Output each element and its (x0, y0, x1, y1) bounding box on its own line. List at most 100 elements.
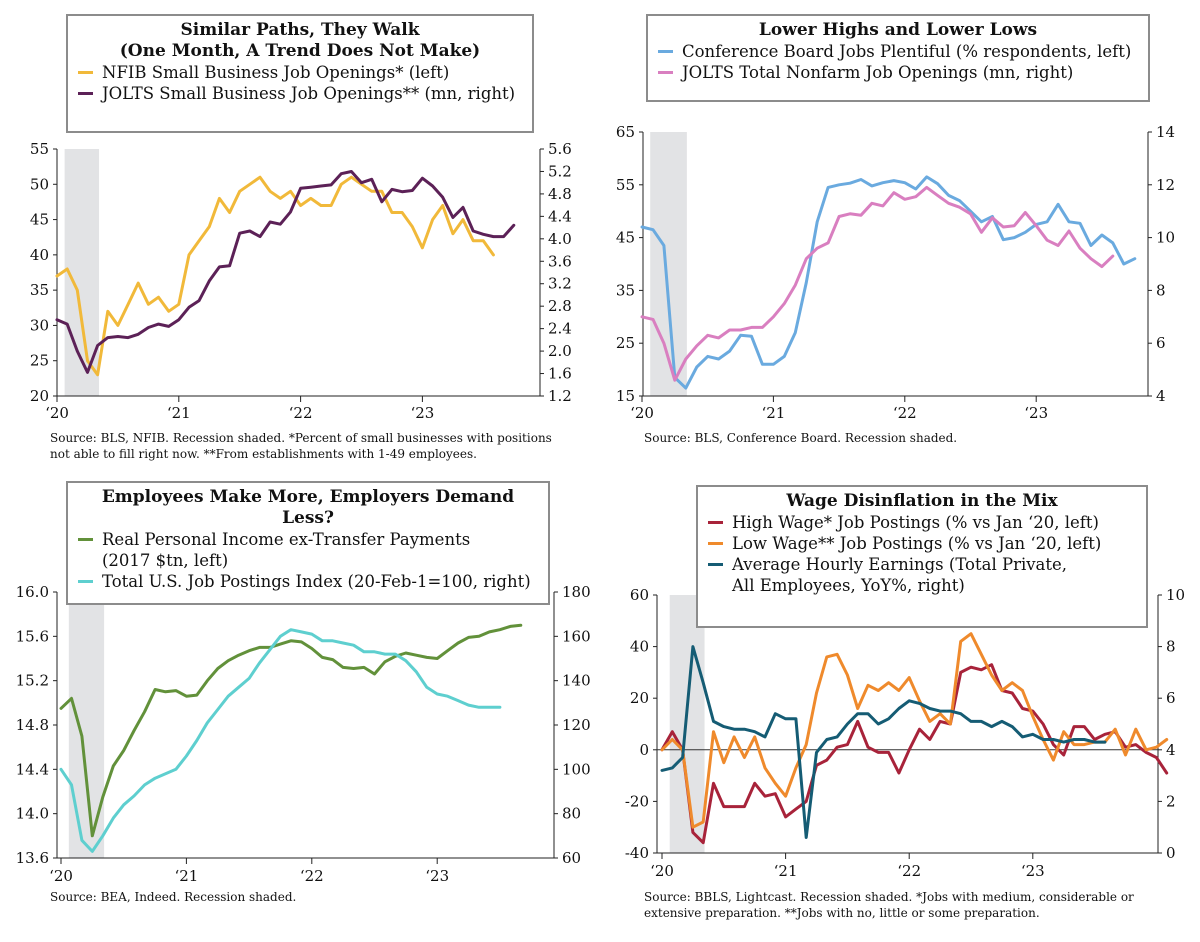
chart-panel-wage-disinflation: 60 40 20 0 -20 -40 10 8 6 4 2 0 ‘20 ‘21 ‘22 ‘23 Wage Di… (600, 471, 1200, 942)
x-tick-label: ‘23 (425, 867, 449, 885)
left-tick-label: 20 (30, 387, 49, 405)
x-tick-label: ‘20 (45, 404, 69, 422)
left-tick-label: 13.6 (16, 849, 49, 867)
series-line-3 (660, 645, 1107, 839)
left-tick-label: 60 (630, 586, 649, 604)
legend-item-high-wage: High Wage* Job Postings (% vs Jan ‘20, l… (708, 512, 1136, 533)
left-tick-label: 50 (30, 175, 49, 193)
legend-swatch-job-postings-index (78, 580, 93, 583)
legend-box-p4: Wage Disinflation in the Mix High Wage* … (696, 485, 1148, 628)
right-tick-label: 8 (1166, 638, 1176, 656)
right-tick-label: 2.4 (548, 320, 572, 338)
legend-box-p2: Lower Highs and Lower Lows Conference Bo… (646, 14, 1150, 102)
source-note-p1: Source: BLS, NFIB. Recession shaded. *Pe… (50, 431, 552, 461)
legend-label-hourly-earnings: Average Hourly Earnings (Total Private, … (732, 555, 1068, 595)
chart-svg-p2: 65 55 45 35 25 15 14 12 10 8 6 4 ‘20 ‘21 ‘22 ‘23 (616, 123, 1175, 422)
left-tick-label: 15 (616, 387, 635, 405)
left-tick-label: 35 (30, 281, 49, 299)
left-tick-label: 14.8 (16, 716, 49, 734)
series-line-1 (59, 623, 523, 838)
x-tick-label: ‘23 (410, 404, 434, 422)
left-tick-label: 40 (30, 246, 49, 264)
right-tick-label: 100 (562, 760, 591, 778)
left-tick-label: 14.4 (16, 760, 49, 778)
series-line-2 (55, 170, 516, 374)
series-line-1 (660, 663, 1169, 845)
right-tick-label: 4 (1156, 387, 1166, 405)
right-tick-label: 140 (562, 672, 591, 690)
legend-item-job-postings-index: Total U.S. Job Postings Index (20-Feb-1=… (78, 571, 538, 592)
x-tick-label: ‘22 (897, 862, 921, 880)
series-line-2 (59, 628, 502, 853)
x-tick-label: ‘21 (167, 404, 191, 422)
right-tick-label: 1.6 (548, 365, 572, 383)
recession-shading (650, 132, 687, 396)
legend-item-conference-board: Conference Board Jobs Plentiful (% respo… (658, 41, 1138, 62)
chart-svg-p1: 55 50 45 40 35 30 25 20 5.6 5.2 4.8 4.4 4.0 3.6 3.2 2.8… (30, 140, 572, 422)
left-tick-label: 14.0 (16, 805, 49, 823)
right-tick-label: 4.8 (548, 185, 572, 203)
left-tick-label: 30 (30, 316, 49, 334)
x-tick-label: ‘21 (761, 404, 785, 422)
left-tick-label: 15.6 (16, 627, 49, 645)
legend-item-low-wage: Low Wage** Job Postings (% vs Jan ‘20, l… (708, 533, 1136, 554)
recession-shading (68, 592, 105, 858)
left-tick-label: 55 (30, 140, 49, 158)
x-tick-label: ‘23 (1021, 862, 1045, 880)
legend-label-nfib: NFIB Small Business Job Openings* (left) (102, 63, 450, 82)
source-note-p4: Source: BBLS, Lightcast. Recession shade… (644, 890, 1134, 920)
left-tick-label: -20 (625, 792, 649, 810)
chart-panel-income-postings: 16.0 15.6 15.2 14.8 14.4 14.0 13.6 180 160 140 120… (0, 471, 600, 942)
series-line-1 (640, 175, 1137, 390)
series-line-2 (640, 185, 1115, 382)
left-tick-label: 55 (616, 176, 635, 194)
left-tick-label: 16.0 (16, 583, 49, 601)
source-note-p2: Source: BLS, Conference Board. Recession… (644, 431, 958, 445)
left-tick-label: 40 (630, 638, 649, 656)
x-tick-label: ‘22 (893, 404, 917, 422)
right-tick-label: 4 (1166, 741, 1176, 759)
right-tick-label: 2 (1166, 792, 1176, 810)
legend-label-job-postings-index: Total U.S. Job Postings Index (20-Feb-1=… (102, 572, 531, 591)
x-tick-label: ‘20 (49, 867, 73, 885)
chart-title-p1: Similar Paths, They Walk (One Month, A T… (119, 20, 481, 61)
legend-swatch-conference-board (658, 50, 673, 53)
legend-swatch-jolts-small (78, 92, 93, 95)
right-tick-label: 5.2 (548, 162, 572, 180)
left-tick-label: 45 (30, 211, 49, 229)
right-tick-label: 0 (1166, 844, 1176, 862)
chart-title-p4: Wage Disinflation in the Mix (786, 491, 1058, 511)
right-tick-label: 60 (562, 849, 581, 867)
left-tick-label: -40 (625, 844, 649, 862)
chart-panel-jobs-plentiful: 65 55 45 35 25 15 14 12 10 8 6 4 ‘20 ‘21 ‘22 ‘23 Lower … (600, 0, 1200, 471)
legend-box-p1: Similar Paths, They Walk (One Month, A T… (66, 14, 534, 133)
left-tick-label: 20 (630, 689, 649, 707)
legend-label-real-income: Real Personal Income ex-Transfer Payment… (102, 530, 471, 570)
right-tick-label: 12 (1156, 176, 1175, 194)
right-tick-label: 6 (1156, 334, 1166, 352)
left-tick-label: 0 (639, 741, 649, 759)
right-tick-label: 6 (1166, 689, 1176, 707)
legend-label-jolts-small: JOLTS Small Business Job Openings** (mn,… (102, 84, 516, 103)
right-tick-label: 14 (1156, 123, 1175, 141)
right-tick-label: 5.6 (548, 140, 572, 158)
x-tick-label: ‘20 (650, 862, 674, 880)
left-tick-label: 25 (616, 334, 635, 352)
legend-swatch-low-wage (708, 542, 723, 545)
left-tick-label: 15.2 (16, 672, 49, 690)
right-tick-label: 10 (1156, 229, 1175, 247)
legend-label-high-wage: High Wage* Job Postings (% vs Jan ‘20, l… (732, 513, 1099, 532)
left-tick-label: 45 (616, 229, 635, 247)
right-tick-label: 10 (1166, 586, 1185, 604)
left-tick-label: 35 (616, 281, 635, 299)
right-tick-label: 8 (1156, 281, 1166, 299)
legend-item-nfib: NFIB Small Business Job Openings* (left) (78, 62, 522, 83)
chart-panel-job-openings: 55 50 45 40 35 30 25 20 5.6 5.2 4.8 4.4 4.0 3.6 3.2 2.8… (0, 0, 600, 471)
legend-label-low-wage: Low Wage** Job Postings (% vs Jan ‘20, l… (732, 534, 1102, 553)
x-tick-label: ‘20 (630, 404, 654, 422)
legend-item-jolts-total: JOLTS Total Nonfarm Job Openings (mn, ri… (658, 62, 1138, 83)
legend-swatch-jolts-total (658, 71, 673, 74)
right-tick-label: 2.8 (548, 297, 572, 315)
right-tick-label: 3.2 (548, 275, 572, 293)
